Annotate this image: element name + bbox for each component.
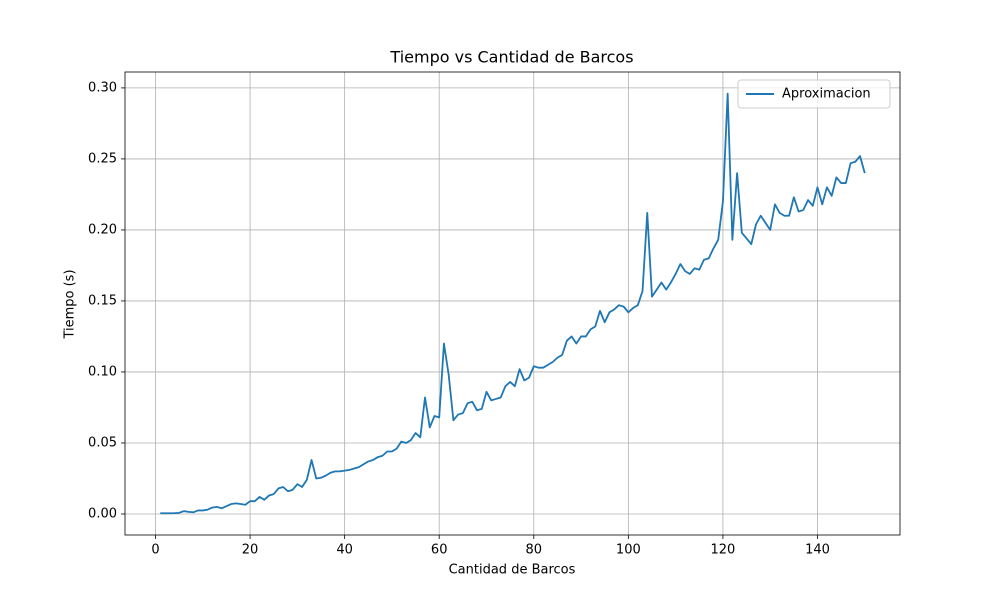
legend-label: Aproximacion [782, 87, 871, 102]
y-tick-label: 0.00 [88, 506, 117, 521]
y-tick-label: 0.15 [88, 293, 117, 308]
y-tick-label: 0.30 [88, 80, 117, 95]
y-tick-label: 0.05 [88, 435, 117, 450]
y-tick-label: 0.25 [88, 151, 117, 166]
y-tick-label: 0.20 [88, 222, 117, 237]
x-axis-label: Cantidad de Barcos [449, 563, 576, 578]
chart-title: Tiempo vs Cantidad de Barcos [389, 48, 633, 67]
x-tick-label: 0 [151, 543, 159, 558]
y-axis-label: Tiempo (s) [63, 269, 78, 339]
data-line [160, 92, 866, 515]
x-tick-label: 20 [242, 543, 259, 558]
plot-frame [124, 71, 901, 536]
x-tick-label: 60 [431, 543, 448, 558]
x-tick-label: 40 [336, 543, 353, 558]
legend-box [737, 79, 891, 109]
x-tick-label: 80 [526, 543, 543, 558]
x-tick-label: 140 [805, 543, 830, 558]
x-tick-label: 120 [711, 543, 736, 558]
y-tick-label: 0.10 [88, 364, 117, 379]
legend: Aproximacion [737, 79, 891, 109]
x-tick-label: 100 [616, 543, 641, 558]
